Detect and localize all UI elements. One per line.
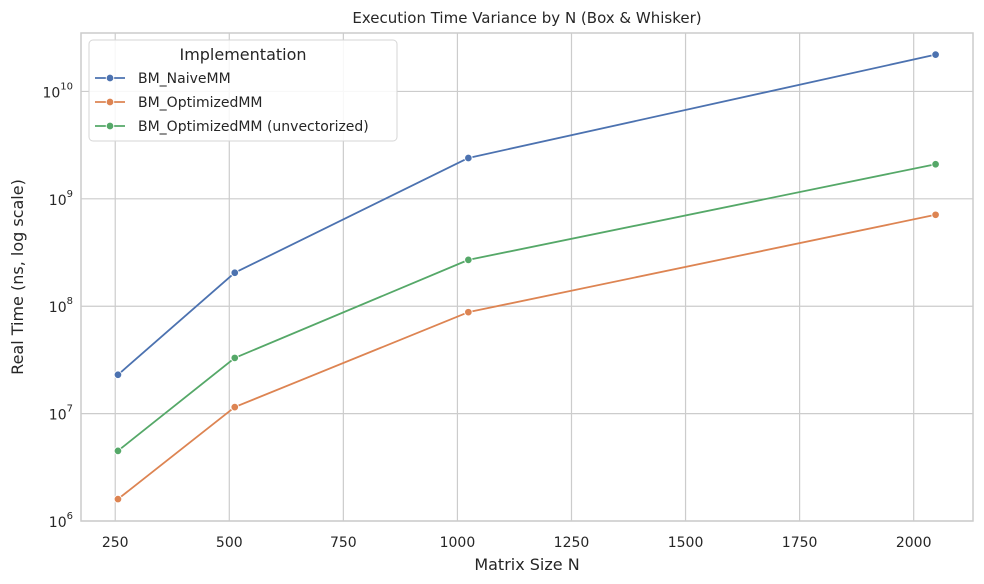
legend-item: BM_NaiveMM (95, 71, 231, 87)
y-tick-label: 106 (49, 511, 73, 531)
y-tick-labels: 106 107 108 109 1010 (42, 81, 73, 531)
legend-label: BM_OptimizedMM (138, 95, 263, 111)
data-point (931, 50, 940, 59)
data-point (931, 210, 940, 220)
series-lines (113, 50, 940, 504)
data-point (230, 402, 240, 412)
data-point (230, 353, 240, 363)
legend-item: BM_OptimizedMM (unvectorized) (95, 119, 369, 135)
series-line (117, 213, 936, 500)
series-line (117, 53, 936, 376)
legend-item: BM_OptimizedMM (95, 95, 263, 111)
y-tick-label: 107 (49, 404, 73, 424)
data-point (113, 494, 123, 504)
x-tick-label: 2000 (896, 535, 932, 551)
legend-box (88, 39, 398, 142)
y-axis-label: Real Time (ns, log scale) (8, 179, 27, 375)
x-tick-label: 1250 (554, 535, 590, 551)
x-tick-label: 1000 (440, 535, 476, 551)
data-point (931, 159, 940, 169)
x-tick-label: 250 (102, 535, 129, 551)
data-point (113, 370, 123, 380)
legend-label: BM_NaiveMM (138, 71, 231, 87)
legend-marker (105, 97, 115, 107)
x-tick-label: 500 (216, 535, 243, 551)
x-axis-label: Matrix Size N (474, 555, 579, 574)
x-tick-labels: 250 500 750 1000 1250 1500 1750 2000 (102, 535, 932, 551)
y-tick-label: 109 (49, 189, 73, 209)
data-point (113, 446, 123, 456)
plot-frame (80, 32, 974, 522)
series-line (117, 163, 936, 452)
legend-marker (105, 73, 115, 83)
y-tick-label: 1010 (42, 81, 73, 101)
series-2 (113, 159, 940, 456)
x-tick-label: 1500 (668, 535, 704, 551)
chart-title: Execution Time Variance by N (Box & Whis… (352, 9, 701, 27)
x-tick-label: 1750 (782, 535, 818, 551)
legend-title: Implementation (179, 45, 306, 64)
data-point (230, 268, 240, 277)
series-1 (113, 210, 940, 504)
data-point (464, 307, 473, 317)
series-0 (113, 50, 940, 380)
legend-marker (105, 121, 115, 131)
legend-label: BM_OptimizedMM (unvectorized) (138, 119, 369, 135)
data-point (464, 153, 473, 163)
data-point (464, 255, 473, 265)
y-tick-label: 108 (49, 296, 73, 316)
x-tick-label: 750 (330, 535, 357, 551)
legend: Implementation BM_NaiveMM BM_OptimizedMM B… (88, 39, 398, 142)
